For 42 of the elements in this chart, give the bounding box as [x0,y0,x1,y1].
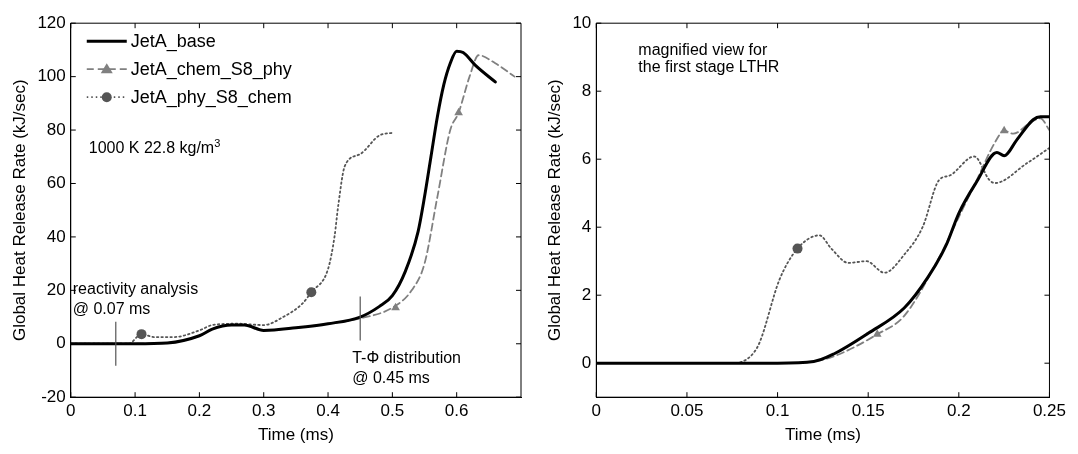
y-axis-title: Global Heat Release Rate (kJ/sec) [544,79,564,342]
point [872,329,882,337]
x-tick-label: 0.1 [765,401,790,421]
y-tick-label: 6 [581,148,592,168]
y-tick-label: 120 [37,12,66,32]
y-tick-label: 2 [581,284,592,304]
y-tick-label: 20 [46,280,66,300]
annotation: magnified view for the first stage LTHR [638,41,780,76]
point [999,125,1009,134]
legend-label: JetA_chem_S8_phy [130,59,292,81]
x-tick-label: 0.6 [444,401,469,421]
x-tick-label: 0.3 [251,401,276,421]
y-tick-label: 100 [37,66,66,86]
y-tick-label: 80 [46,119,66,139]
point [136,329,147,340]
y-tick-label: 4 [581,216,592,236]
point [306,287,317,298]
annotation: T-Φ distribution @ 0.45 ms [352,349,462,387]
y-axis-title: Global Heat Release Rate (kJ/sec) [9,79,29,342]
y-tick-label: 0 [56,333,66,353]
legend-label: JetA_base [130,31,216,53]
x-tick-label: 0.15 [851,401,885,421]
point [454,107,463,116]
legend-label: JetA_phy_S8_chem [130,87,292,109]
x-tick-label: 0.25 [1032,401,1066,421]
x-axis-title: Time (ms) [257,425,334,445]
y-tick-label: 10 [572,12,592,32]
x-axis-title: Time (ms) [784,425,861,445]
x-tick-label: 0.1 [123,401,147,421]
point [792,243,803,254]
y-tick-label: 0 [581,352,592,372]
x-tick-label: 0.4 [316,401,340,421]
y-tick-label: 8 [581,80,592,100]
x-tick-label: 0.05 [670,401,704,421]
point [391,302,400,311]
x-tick-label: 0.2 [947,401,971,421]
y-tick-label: -20 [41,386,66,406]
y-tick-label: 40 [46,226,66,246]
x-tick-label: 0.5 [380,401,405,421]
annotation: reactivity analysis @ 0.07 ms [72,279,199,317]
y-tick-label: 60 [46,173,66,193]
x-tick-label: 0.2 [187,401,212,421]
